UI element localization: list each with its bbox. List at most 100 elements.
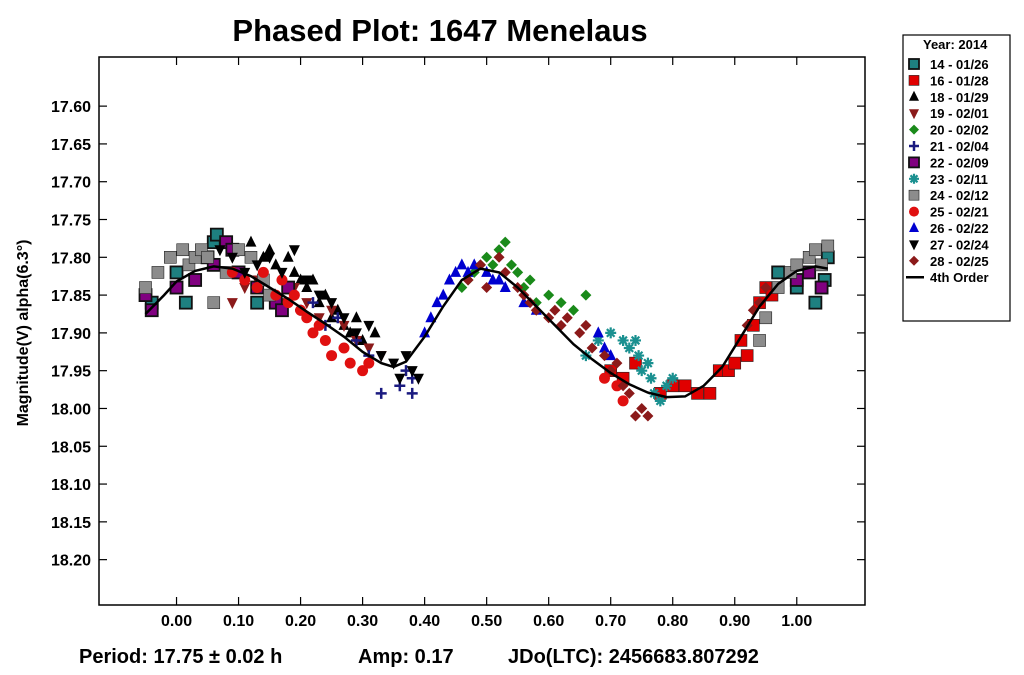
data-point — [239, 274, 251, 286]
data-point — [598, 341, 610, 353]
data-point — [437, 288, 449, 300]
data-point — [338, 320, 350, 332]
y-tick-label: 18.05 — [51, 439, 91, 456]
data-point — [754, 297, 766, 309]
data-point — [250, 295, 265, 310]
data-point — [474, 259, 486, 271]
data-point — [771, 281, 785, 294]
legend-entry: 22 - 02/09 — [908, 155, 989, 170]
data-point — [207, 296, 221, 309]
data-point — [264, 243, 276, 255]
footer: Period: 17.75 ± 0.02 h Amp: 0.17 JDo(LTC… — [79, 646, 759, 668]
legend-label: 4th Order — [930, 270, 989, 285]
data-point — [636, 365, 648, 377]
y-tick-label: 17.85 — [51, 288, 91, 305]
data-point — [226, 252, 238, 264]
legend-marker — [908, 156, 920, 169]
data-point — [512, 266, 524, 278]
data-point — [301, 312, 313, 324]
data-point — [350, 328, 362, 340]
data-point — [821, 239, 835, 253]
data-point — [481, 251, 493, 263]
data-point — [809, 243, 822, 257]
data-point — [188, 273, 203, 287]
data-point — [151, 266, 165, 279]
data-point — [344, 357, 356, 369]
data-point — [425, 311, 437, 323]
legend-label: 27 - 02/24 — [930, 237, 989, 252]
data-point — [301, 275, 313, 287]
data-point — [344, 326, 356, 338]
legend-marker — [909, 141, 919, 151]
y-tick-label: 18.00 — [51, 401, 91, 418]
data-point — [642, 357, 654, 369]
jdo-text: JDo(LTC): 2456683.807292 — [508, 646, 759, 668]
amplitude-text: Amp: 0.17 — [358, 646, 454, 668]
legend-marker — [909, 222, 919, 232]
data-point — [144, 303, 159, 318]
data-point — [288, 265, 300, 277]
data-point — [580, 289, 592, 301]
data-point — [369, 326, 381, 338]
data-point — [239, 283, 251, 295]
legend-label: 26 - 02/22 — [930, 221, 989, 236]
legend-marker — [909, 109, 919, 120]
series-27 — [214, 245, 424, 385]
legend-entry: 24 - 02/12 — [908, 188, 989, 203]
fit-curve-4th-order — [144, 265, 829, 399]
x-tick-label: 1.00 — [781, 613, 812, 630]
data-point — [543, 289, 555, 301]
legend-marker — [909, 124, 919, 135]
legend-entry: 21 - 02/04 — [909, 139, 989, 154]
data-point — [363, 320, 375, 332]
data-point — [574, 327, 586, 339]
data-point — [288, 289, 300, 301]
data-point — [493, 251, 505, 263]
data-point — [598, 350, 610, 362]
legend-label: 25 - 02/21 — [930, 205, 989, 220]
series-18 — [220, 235, 381, 345]
legend-entry: 16 - 01/28 — [908, 73, 989, 88]
data-point — [338, 342, 350, 354]
data-point — [276, 267, 288, 279]
data-point — [139, 281, 152, 294]
data-point — [326, 350, 338, 362]
data-point — [431, 296, 443, 308]
data-point — [636, 402, 648, 414]
legend-marker — [908, 58, 920, 70]
legend-marker — [908, 75, 920, 86]
data-point — [332, 303, 344, 315]
chart-title: Phased Plot: 1647 Menelaus — [232, 13, 647, 48]
y-axis-label: Magnitude(V) alpha(6.3°) — [15, 240, 32, 427]
data-point — [201, 251, 214, 264]
data-point — [630, 410, 642, 422]
data-point — [313, 290, 325, 302]
data-point — [567, 304, 579, 316]
data-point — [313, 296, 325, 308]
legend-marker — [909, 255, 919, 266]
data-point — [611, 380, 623, 392]
y-tick-label: 17.75 — [51, 213, 91, 230]
x-tick-label: 0.70 — [595, 613, 626, 630]
data-point — [456, 258, 468, 270]
data-point — [760, 282, 772, 294]
data-point — [586, 342, 598, 354]
data-point — [617, 334, 629, 346]
data-point — [307, 327, 319, 339]
x-tick-label: 0.20 — [285, 613, 316, 630]
y-tick-label: 17.70 — [51, 175, 91, 192]
x-axis-ticks: 0.00 0.10 0.20 0.30 0.40 0.50 0.60 0.70 0.80 0.90… — [161, 57, 812, 630]
legend-entry: 18 - 01/29 — [909, 90, 989, 105]
data-point — [244, 251, 258, 264]
data-point — [419, 326, 431, 338]
legend-marker — [909, 240, 919, 251]
data-point — [759, 311, 773, 325]
legend-entry: 20 - 02/02 — [909, 123, 989, 138]
x-tick-label: 0.60 — [533, 613, 564, 630]
x-tick-label: 0.00 — [161, 613, 192, 630]
legend-label: 16 - 01/28 — [930, 73, 989, 88]
data-point — [251, 282, 263, 294]
data-point — [406, 366, 418, 378]
data-point — [623, 342, 635, 354]
